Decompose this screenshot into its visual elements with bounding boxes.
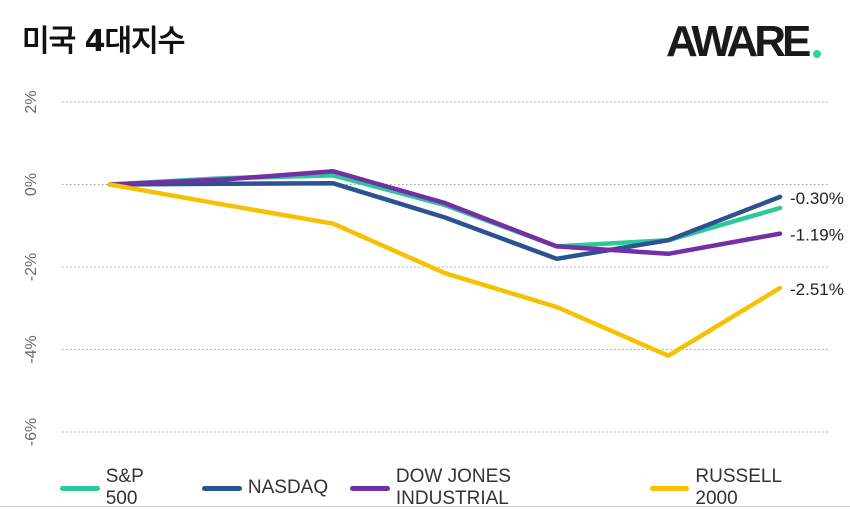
legend-label-dow: DOW JONES INDUSTRIAL xyxy=(395,466,511,509)
series-line-nasdaq xyxy=(107,181,783,262)
bottom-divider xyxy=(0,506,850,507)
end-label: -2.51% xyxy=(790,280,844,299)
y-tick-label: 0% xyxy=(23,173,40,196)
legend-swatch-dow xyxy=(350,485,390,491)
legend-item-russell: RUSSELL 2000 xyxy=(649,466,828,510)
series-lines xyxy=(107,169,783,358)
legend-label-nasdaq: NASDAQ xyxy=(247,477,329,498)
legend-item-sp500: S&P 500 xyxy=(60,466,180,510)
end-label: -1.19% xyxy=(790,226,844,245)
series-line-dow-jones-industrial xyxy=(107,169,783,257)
y-tick-label: 2% xyxy=(23,90,40,113)
end-label: -0.30% xyxy=(790,189,844,208)
gridlines xyxy=(62,101,828,433)
y-tick-labels: 2% 0% -2% -4% -6% xyxy=(23,90,40,446)
y-tick-label: -6% xyxy=(23,418,40,446)
y-tick-label: -4% xyxy=(23,335,40,363)
logo-dot xyxy=(813,50,821,58)
aware-logo: AWARE xyxy=(666,17,822,66)
legend-item-dow: DOW JONES INDUSTRIAL xyxy=(350,466,628,510)
chart-title: 미국 4대지수 xyxy=(22,24,185,59)
legend: S&P 500 NASDAQ DOW JONES INDUSTRIAL RUSS… xyxy=(60,466,850,510)
legend-swatch-nasdaq xyxy=(201,485,242,491)
legend-label-russell: RUSSELL 2000 xyxy=(695,466,782,509)
logo-text: AWARE xyxy=(666,18,810,60)
end-labels: -0.30% -1.19% -2.51% xyxy=(790,189,844,299)
legend-swatch-russell xyxy=(649,485,690,491)
y-tick-label: -2% xyxy=(23,253,40,281)
legend-label-sp500: S&P 500 xyxy=(105,466,144,509)
series-line-russell-2000 xyxy=(107,182,783,358)
legend-item-nasdaq: NASDAQ xyxy=(201,477,329,499)
legend-swatch-sp500 xyxy=(60,485,100,491)
